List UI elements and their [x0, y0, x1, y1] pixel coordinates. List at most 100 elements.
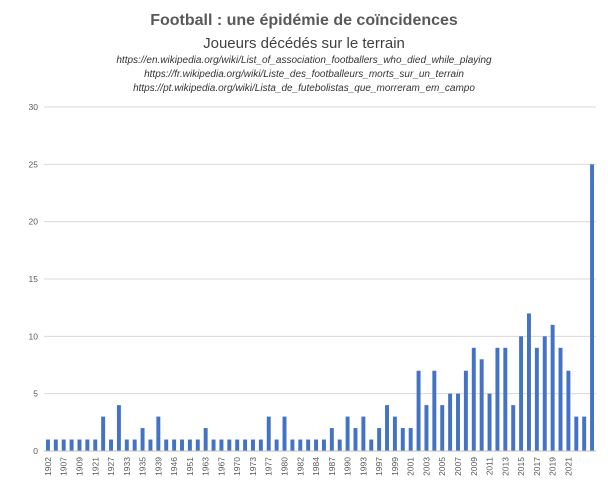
bar: [93, 439, 98, 451]
bar: [440, 405, 445, 451]
y-tick-label: 5: [33, 389, 38, 399]
bar: [195, 439, 200, 451]
x-tick-label: 1993: [358, 457, 368, 476]
bar: [542, 336, 547, 451]
bar: [85, 439, 90, 451]
bar: [487, 393, 492, 451]
bar: [408, 428, 413, 451]
x-tick-label: 1990: [343, 457, 353, 476]
bar: [124, 439, 129, 451]
bar: [503, 347, 508, 451]
y-tick-label: 0: [33, 446, 38, 456]
x-tick-label: 1973: [248, 457, 258, 476]
x-tick-label: 2015: [516, 457, 526, 476]
bar: [527, 313, 531, 451]
bar: [337, 439, 342, 451]
x-tick-label: 1907: [59, 457, 69, 476]
bar: [329, 428, 334, 451]
x-tick-label: 2011: [485, 457, 495, 476]
bar: [550, 324, 555, 451]
bar: [53, 439, 58, 451]
bar: [132, 439, 137, 451]
bar: [187, 439, 192, 451]
x-tick-label: 1939: [153, 457, 163, 476]
bar: [298, 439, 303, 451]
y-tick-label: 15: [29, 274, 39, 284]
bar: [77, 439, 82, 451]
x-tick-label: 2019: [548, 457, 558, 476]
bar: [471, 347, 476, 451]
bar: [479, 359, 484, 451]
bar: [306, 439, 311, 451]
x-tick-label: 1997: [374, 457, 384, 476]
x-tick-label: 1935: [138, 457, 148, 476]
y-tick-label: 30: [29, 102, 39, 112]
bar: [353, 428, 358, 451]
source-url-en: https://en.wikipedia.org/wiki/List_of_as…: [116, 55, 492, 66]
chart-subtitle: Joueurs décédés sur le terrain: [203, 35, 405, 52]
x-tick-label: 1951: [185, 457, 195, 476]
bar: [290, 439, 295, 451]
bar: [400, 428, 405, 451]
bar: [582, 416, 587, 451]
bar: [164, 439, 169, 451]
x-tick-label: 1982: [295, 457, 305, 476]
bar: [180, 439, 184, 451]
y-tick-label: 10: [29, 331, 39, 341]
x-tick-label: 2017: [532, 457, 542, 476]
x-tick-label: 1946: [169, 457, 179, 476]
x-tick-label: 1902: [43, 457, 53, 476]
x-tick-label: 2009: [469, 457, 479, 476]
bar: [274, 439, 279, 451]
bar: [109, 439, 113, 451]
y-tick-label: 25: [29, 159, 39, 169]
bar: [456, 393, 460, 451]
x-tick-label: 1999: [390, 457, 400, 476]
bar: [463, 370, 468, 451]
bar: [385, 405, 389, 451]
bar: [227, 439, 232, 451]
bar: [235, 439, 240, 451]
x-tick-label: 1963: [201, 457, 211, 476]
bar: [558, 347, 563, 451]
bar: [45, 439, 50, 451]
bar: [116, 405, 121, 451]
bar: [519, 336, 524, 451]
bar: [534, 347, 539, 451]
bar: [148, 439, 153, 451]
x-tick-label: 2001: [406, 457, 416, 476]
x-tick-label: 2007: [453, 457, 463, 476]
x-tick-label: 1909: [74, 457, 84, 476]
source-url-fr: https://fr.wikipedia.org/wiki/Liste_des_…: [144, 69, 464, 80]
bar: [566, 370, 571, 451]
bar: [258, 439, 263, 451]
bar: [361, 416, 366, 451]
bar: [424, 405, 429, 451]
bar: [219, 439, 224, 451]
bar: [590, 164, 595, 452]
bar: [156, 416, 161, 451]
bar: [314, 439, 319, 451]
x-tick-label: 1927: [106, 457, 116, 476]
bar: [69, 439, 74, 451]
x-tick-label: 1984: [311, 457, 321, 476]
x-tick-label: 1977: [264, 457, 274, 476]
bar: [243, 439, 248, 451]
bar: [495, 347, 500, 451]
bar: [101, 416, 106, 451]
x-tick-label: 1933: [122, 457, 132, 476]
bar: [172, 439, 177, 451]
bar: [377, 428, 382, 451]
x-tick-label: 1967: [216, 457, 226, 476]
bar: [511, 405, 516, 451]
y-tick-label: 20: [29, 217, 39, 227]
bar: [432, 370, 437, 451]
bar: [282, 416, 287, 451]
bar: [140, 428, 145, 451]
x-tick-label: 1980: [280, 457, 290, 476]
bar: [574, 416, 579, 451]
bar: [61, 439, 66, 451]
source-url-pt: https://pt.wikipedia.org/wiki/Lista_de_f…: [133, 83, 475, 94]
x-tick-label: 2021: [563, 457, 573, 476]
